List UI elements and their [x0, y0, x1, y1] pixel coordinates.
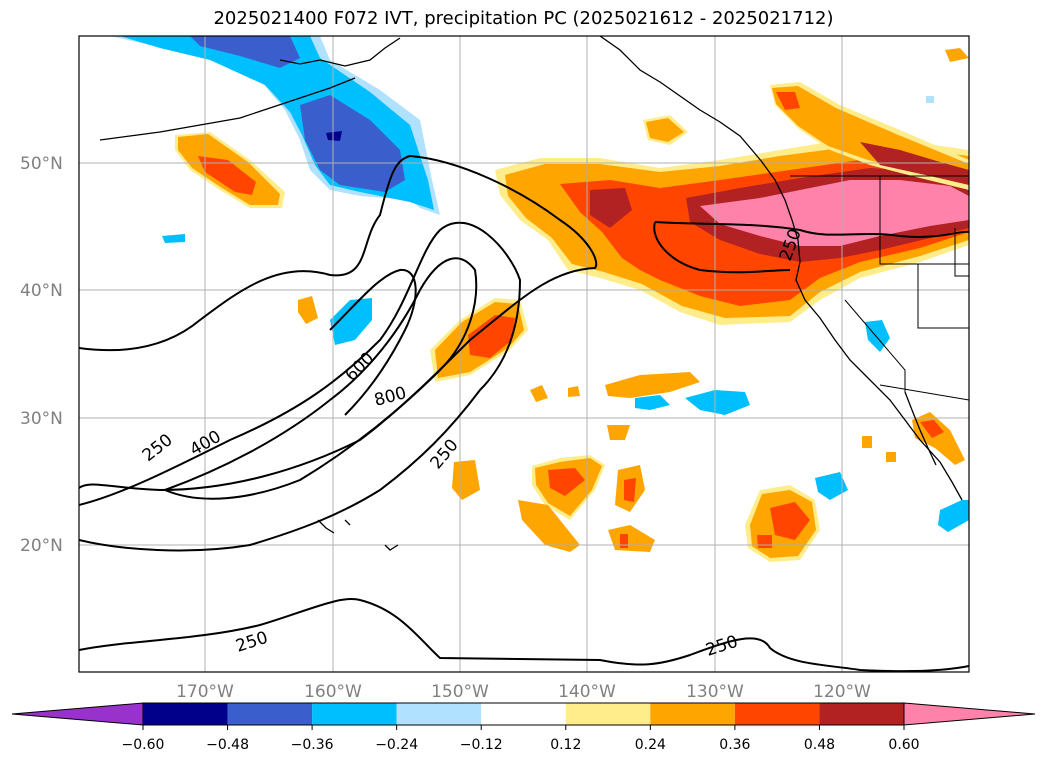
colorbar-segment	[819, 703, 904, 725]
colorbar-extend-min	[11, 702, 144, 726]
lat-label: 50°N	[20, 154, 63, 174]
colorbar-tick-label: −0.36	[291, 737, 334, 753]
lon-label: 140°W	[558, 682, 616, 702]
ivt-contours	[79, 154, 969, 672]
colorbar-segment	[143, 703, 228, 725]
map-panel: 250 400 600 800 250 250 250 250	[78, 35, 970, 673]
colorbar-segment	[565, 703, 651, 725]
colorbar-tick-label: 0.36	[719, 737, 750, 753]
lon-label: 170°W	[176, 682, 234, 702]
colorbar-segment	[312, 703, 397, 725]
colorbar-extend-max	[903, 702, 1036, 726]
colorbar-outline	[142, 702, 905, 726]
colorbar: −0.60 −0.48 −0.36 −0.24 −0.12 0.12 0.24 0.36 0.4…	[11, 702, 1036, 753]
lon-label: 160°W	[304, 682, 362, 702]
map-frame	[78, 35, 970, 673]
colorbar-segment	[481, 703, 566, 725]
colorbar-segment	[227, 703, 313, 725]
coastlines	[99, 36, 963, 551]
lat-label: 40°N	[20, 281, 63, 301]
longitude-axis: 170°W 160°W 150°W 140°W 130°W 120°W	[176, 682, 871, 702]
colorbar-segments	[11, 702, 1036, 726]
colorbar-tick-label: 0.48	[804, 737, 835, 753]
colorbar-ticks: −0.60 −0.48 −0.36 −0.24 −0.12 0.12 0.24 0.36 0.4…	[122, 725, 920, 753]
colorbar-segment	[734, 703, 820, 725]
graticule	[79, 36, 969, 672]
colorbar-tick-label: 0.12	[550, 737, 581, 753]
colorbar-segment	[396, 703, 482, 725]
colorbar-tick-label: −0.12	[460, 737, 503, 753]
lon-label: 150°W	[431, 682, 489, 702]
map-title: 2025021400 F072 IVT, precipitation PC (2…	[213, 8, 834, 29]
lon-label: 130°W	[686, 682, 744, 702]
lat-label: 30°N	[20, 409, 63, 429]
colorbar-tick-label: −0.48	[206, 737, 249, 753]
lat-label: 20°N	[20, 536, 63, 556]
latitude-axis: 50°N 40°N 30°N 20°N	[20, 154, 63, 556]
colorbar-tick-label: −0.60	[122, 737, 165, 753]
political-borders	[790, 175, 969, 401]
colorbar-tick-label: 0.60	[888, 737, 919, 753]
colorbar-tick-label: 0.24	[635, 737, 666, 753]
colorbar-segment	[650, 703, 735, 725]
colorbar-tick-label: −0.24	[375, 737, 418, 753]
lon-label: 120°W	[813, 682, 871, 702]
